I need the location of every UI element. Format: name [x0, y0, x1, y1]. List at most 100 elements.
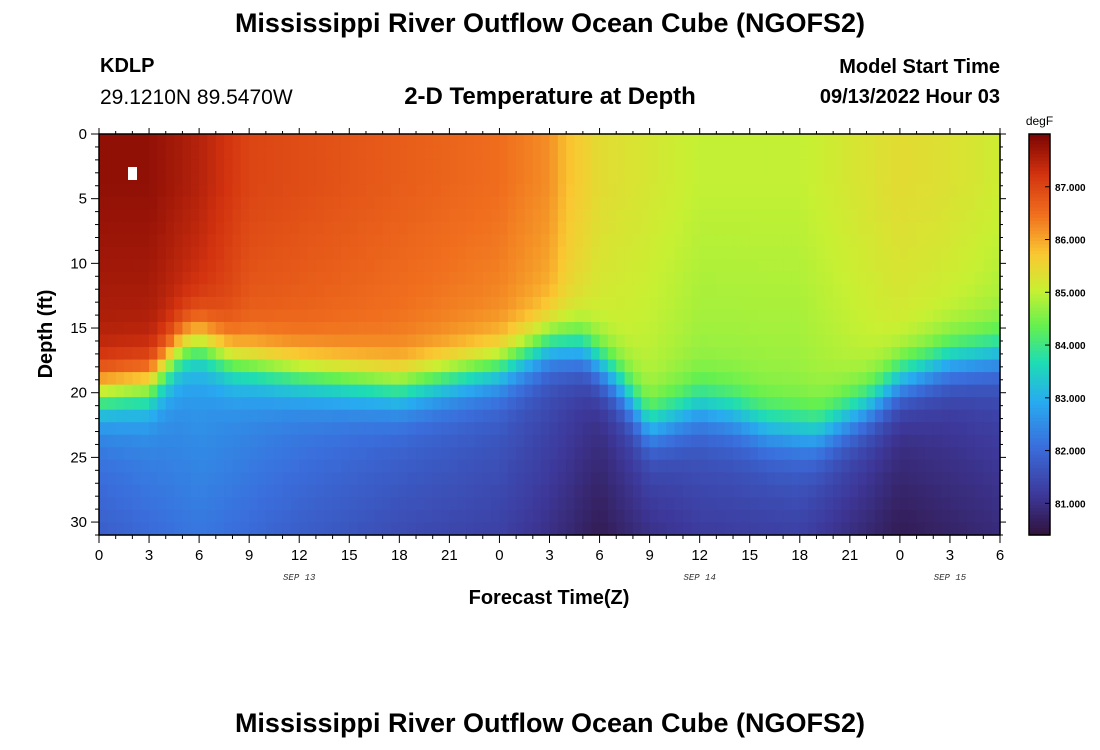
heatmap-cell: [382, 397, 392, 411]
heatmap-cell: [315, 246, 325, 260]
x-tick-label: 18: [791, 547, 808, 564]
heatmap-cell: [315, 284, 325, 298]
heatmap-cell: [274, 522, 284, 536]
heatmap-cell: [682, 372, 692, 386]
heatmap-cell: [532, 259, 542, 273]
heatmap-cell: [749, 221, 759, 235]
heatmap-cell: [190, 146, 200, 160]
heatmap-cell: [407, 271, 417, 285]
heatmap-cell: [466, 259, 476, 273]
heatmap-cell: [491, 296, 501, 311]
heatmap-cell: [574, 447, 584, 461]
heatmap-cell: [833, 309, 843, 323]
heatmap-cell: [541, 159, 551, 173]
heatmap-cell: [591, 234, 601, 248]
heatmap-cell: [991, 146, 1001, 160]
heatmap-cell: [107, 184, 117, 198]
heatmap-cell: [808, 234, 818, 248]
heatmap-cell: [240, 184, 250, 198]
heatmap-cell: [858, 159, 868, 173]
heatmap-cell: [866, 246, 876, 260]
colorbar-segment: [1029, 180, 1050, 185]
heatmap-cell: [883, 434, 893, 448]
heatmap-cell: [240, 459, 250, 473]
heatmap-cell: [858, 459, 868, 473]
heatmap-cell: [766, 234, 776, 248]
heatmap-cell: [916, 171, 926, 185]
heatmap-cell: [182, 334, 192, 348]
heatmap-cell: [607, 159, 617, 173]
heatmap-cell: [866, 134, 876, 148]
heatmap-cell: [632, 259, 642, 273]
heatmap-cell: [274, 359, 284, 373]
heatmap-cell: [474, 221, 484, 235]
heatmap-cell: [149, 472, 158, 486]
heatmap-cell: [916, 209, 926, 223]
heatmap-cell: [532, 459, 542, 473]
heatmap-cell: [124, 347, 133, 361]
heatmap-cell: [491, 184, 501, 198]
heatmap-cell: [958, 334, 968, 348]
heatmap-cell: [716, 271, 726, 285]
heatmap-cell: [124, 309, 133, 323]
heatmap-cell: [374, 309, 384, 323]
heatmap-cell: [791, 309, 801, 323]
heatmap-cell: [666, 259, 676, 273]
heatmap-cell: [357, 497, 367, 511]
heatmap-cell: [691, 221, 701, 235]
heatmap-cell: [599, 472, 609, 486]
heatmap-cell: [741, 134, 751, 148]
heatmap-cell: [499, 334, 509, 348]
heatmap-cell: [332, 422, 342, 436]
heatmap-cell: [899, 134, 909, 148]
heatmap-cell: [290, 522, 300, 536]
heatmap-cell: [232, 459, 242, 473]
heatmap-cell: [399, 484, 409, 499]
heatmap-cell: [257, 221, 267, 235]
heatmap-cell: [174, 434, 184, 448]
heatmap-cell: [224, 422, 234, 436]
heatmap-cell: [958, 234, 968, 248]
heatmap-cell: [833, 334, 843, 348]
heatmap-cell: [157, 271, 167, 285]
heatmap-cell: [874, 309, 884, 323]
heatmap-cell: [858, 509, 868, 524]
heatmap-cell: [649, 509, 659, 524]
heatmap-cell: [816, 522, 826, 536]
heatmap-cell: [265, 497, 275, 511]
heatmap-cell: [299, 409, 309, 423]
heatmap-cell: [766, 484, 776, 499]
heatmap-cell: [941, 209, 951, 223]
heatmap-cell: [365, 159, 375, 173]
heatmap-cell: [849, 372, 859, 386]
heatmap-cell: [265, 397, 275, 411]
heatmap-cell: [240, 422, 250, 436]
heatmap-cell: [657, 347, 667, 361]
heatmap-cell: [766, 146, 776, 160]
heatmap-cell: [866, 259, 876, 273]
colorbar-segment: [1029, 311, 1050, 316]
heatmap-cell: [808, 246, 818, 260]
heatmap-cell: [257, 134, 267, 148]
heatmap-cell: [749, 422, 759, 436]
heatmap-cell: [399, 171, 409, 185]
colorbar-segment: [1029, 244, 1050, 249]
heatmap-cell: [407, 334, 417, 348]
heatmap-cell: [641, 359, 651, 373]
heatmap-cell: [424, 372, 434, 386]
heatmap-cell: [182, 447, 192, 461]
heatmap-cell: [874, 221, 884, 235]
heatmap-cell: [157, 296, 167, 311]
heatmap-cell: [574, 134, 584, 148]
heatmap-cell: [783, 134, 793, 148]
heatmap-cell: [382, 196, 392, 210]
heatmap-cell: [474, 422, 484, 436]
heatmap-cell: [232, 184, 242, 198]
heatmap-cell: [424, 334, 434, 348]
heatmap-cell: [324, 296, 334, 311]
heatmap-cell: [749, 271, 759, 285]
heatmap-cell: [340, 321, 350, 336]
heatmap-cell: [966, 284, 976, 298]
heatmap-cell: [966, 484, 976, 499]
heatmap-cell: [841, 159, 851, 173]
